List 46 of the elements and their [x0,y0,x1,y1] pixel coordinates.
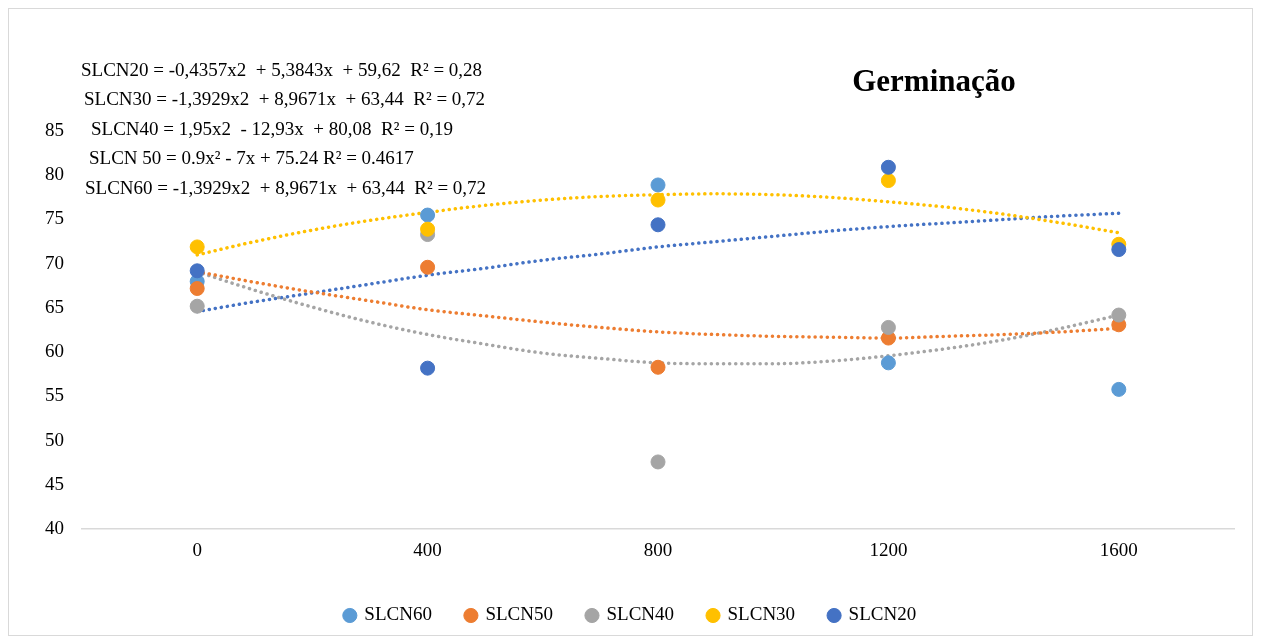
x-tick-label: 400 [413,538,442,560]
point [189,298,205,314]
point [1111,242,1127,258]
point [420,360,436,376]
point [420,221,436,237]
point [880,173,896,189]
point [420,259,436,275]
point [650,454,666,470]
point [189,263,205,279]
y-tick-label: 60 [45,340,64,362]
point [880,319,896,335]
y-tick-label: 70 [45,251,64,273]
x-tick-label: 1200 [869,538,908,560]
point [189,239,205,255]
legend-label: SLCN40 [606,603,675,625]
point [650,217,666,233]
y-tick-label: 85 [45,118,64,140]
annotation: SLCN40 = 1,95x2 - 12,93x + 80,08 R² = 0,19 [91,117,453,139]
point [420,207,436,223]
y-tick-label: 50 [45,428,64,450]
annotation: SLCN60 = -1,3929x2 + 8,9671x + 63,44 R² = 0,72 [85,176,487,198]
x-tick-label: 800 [643,538,673,560]
legend-label: SLCN20 [848,603,917,625]
y-tick-label: 55 [45,384,64,406]
y-tick-label: 45 [45,472,64,494]
point [1111,307,1127,323]
annotation: SLCN 50 = 0.9x² - 7x + 75.24 R² = 0.4617 [89,147,414,169]
point [189,281,205,297]
y-tick-label: 80 [45,163,64,185]
point [880,159,896,175]
legend-label: SLCN50 [485,603,553,625]
legend-label: SLCN60 [364,603,432,625]
x-tick-label: 0 [192,538,202,560]
point [880,355,896,371]
text: SLCN20 = -0,4357x2 + 5,3843x + 59,62 R² = 0,28 [81,58,483,80]
text: SLCN30 = -1,3929x2 + 8,9671x + 63,44 R² = 0,72 [84,88,486,110]
y-tick-label: 65 [45,295,64,317]
chart-title: Germinação [852,63,1016,99]
point [650,177,666,193]
point [1111,381,1127,397]
y-tick-label: 75 [45,207,64,229]
y-tick-label: 40 [45,517,64,539]
legend-label: SLCN30 [727,603,796,625]
point [650,192,666,208]
x-tick-label: 1600 [1099,538,1138,560]
point [650,359,666,375]
